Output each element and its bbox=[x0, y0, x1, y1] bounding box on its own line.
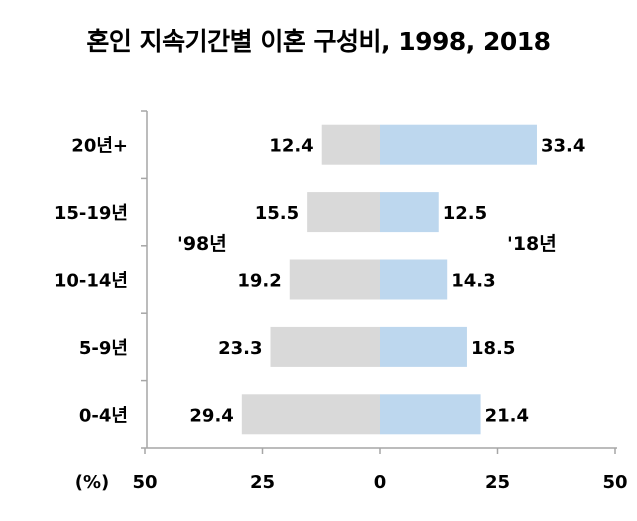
value-label-1998: 19.2 bbox=[237, 271, 281, 292]
value-label-1998: 23.3 bbox=[218, 338, 262, 359]
category-label: 5-9년 bbox=[79, 338, 128, 359]
bar-1998 bbox=[307, 192, 380, 233]
category-label: 15-19년 bbox=[54, 203, 128, 224]
labels-group: '98년 '18년 (%) 12.4 33.4 20년+ 15.5 12.5 15-19년… bbox=[54, 136, 628, 493]
bar-1998 bbox=[241, 394, 380, 435]
x-tick-label: 50 bbox=[132, 472, 157, 493]
value-label-2018: 33.4 bbox=[541, 136, 585, 157]
x-tick-label: 25 bbox=[250, 472, 275, 493]
series-label-2018: '18년 bbox=[507, 233, 557, 255]
bar-2018 bbox=[380, 124, 537, 165]
bars-group bbox=[241, 124, 537, 435]
x-axis-unit: (%) bbox=[75, 472, 110, 493]
value-label-2018: 14.3 bbox=[451, 271, 495, 292]
x-tick-label: 0 bbox=[374, 472, 387, 493]
category-label: 0-4년 bbox=[79, 405, 128, 426]
series-label-1998: '98년 bbox=[177, 233, 227, 255]
value-label-1998: 12.4 bbox=[269, 136, 313, 157]
x-tick-label: 50 bbox=[602, 472, 627, 493]
bar-1998 bbox=[270, 326, 380, 367]
value-label-1998: 15.5 bbox=[255, 203, 299, 224]
chart-title: 혼인 지속기간별 이혼 구성비, 1998, 2018 bbox=[86, 27, 551, 56]
category-label: 10-14년 bbox=[54, 271, 128, 292]
category-label: 20년+ bbox=[71, 136, 128, 157]
axes-group bbox=[141, 110, 617, 454]
x-tick-label: 25 bbox=[485, 472, 510, 493]
bar-2018 bbox=[380, 259, 448, 300]
bar-1998 bbox=[289, 259, 380, 300]
value-label-2018: 12.5 bbox=[443, 203, 487, 224]
value-label-1998: 29.4 bbox=[189, 405, 233, 426]
value-label-2018: 18.5 bbox=[471, 338, 515, 359]
bar-2018 bbox=[380, 326, 467, 367]
bar-2018 bbox=[380, 394, 481, 435]
value-label-2018: 21.4 bbox=[485, 405, 529, 426]
bar-1998 bbox=[321, 124, 380, 165]
bar-2018 bbox=[380, 192, 439, 233]
